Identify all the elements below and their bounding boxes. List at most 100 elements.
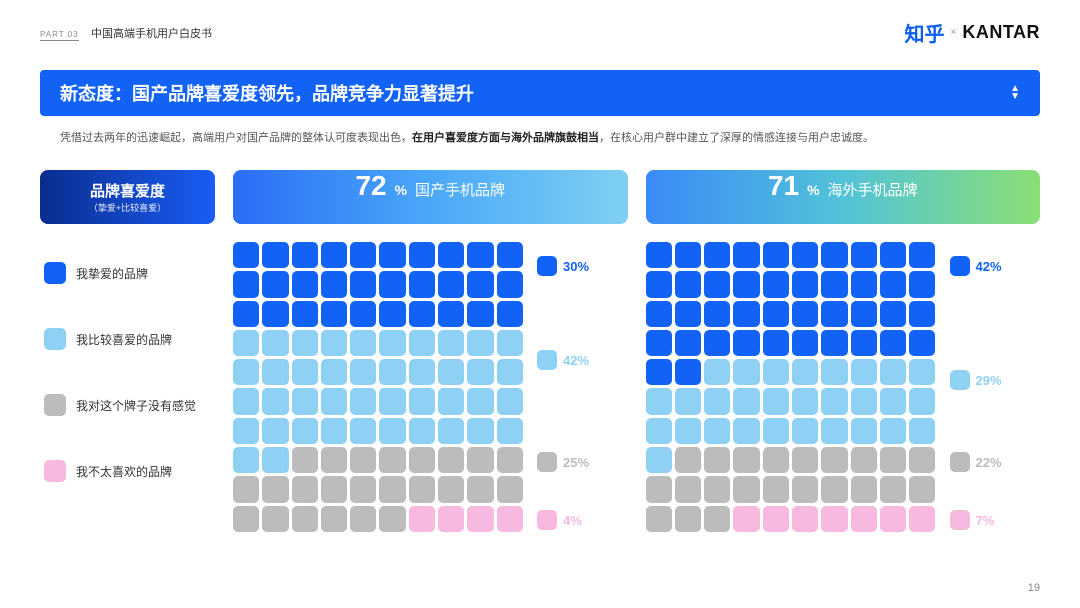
waffle-row: 42% 29% 22% 7%: [646, 242, 1041, 532]
waffle-cell: [763, 271, 789, 297]
waffle-cell: [675, 388, 701, 414]
subtitle-c: ，在核心用户群中建立了深厚的情感连接与用户忠诚度。: [599, 132, 874, 144]
waffle-cell: [880, 359, 906, 385]
waffle-cell: [704, 476, 730, 502]
waffle-cell: [292, 271, 318, 297]
part-label: PART 03: [40, 30, 79, 41]
waffle-cell: [467, 359, 493, 385]
waffle-cell: [880, 242, 906, 268]
waffle-cell: [733, 359, 759, 385]
waffle-cell: [292, 359, 318, 385]
waffle-cell: [438, 476, 464, 502]
chart-title: 国产手机品牌: [415, 179, 505, 200]
waffle-cell: [821, 242, 847, 268]
waffle-cell: [438, 271, 464, 297]
waffle-cell: [880, 418, 906, 444]
waffle-cell: [792, 271, 818, 297]
value-swatch: [537, 452, 557, 472]
chart-domestic: 72%国产手机品牌30%42%25%4%: [233, 170, 628, 578]
legend-item: 我比较喜爱的品牌: [44, 328, 215, 350]
legend-label: 我挚爱的品牌: [76, 265, 148, 282]
waffle-cell: [763, 301, 789, 327]
waffle-cell: [733, 301, 759, 327]
legend-swatch: [44, 460, 66, 482]
waffle-cell: [321, 301, 347, 327]
kantar-logo: KANTAR: [962, 22, 1040, 43]
waffle-cell: [262, 388, 288, 414]
waffle-cell: [497, 301, 523, 327]
chart-percent-symbol: %: [395, 182, 407, 198]
page-header: PART 03 中国高端手机用户白皮书 知乎 × KANTAR: [40, 18, 1040, 47]
waffle-cell: [350, 271, 376, 297]
waffle-cell: [350, 476, 376, 502]
waffle-cell: [497, 418, 523, 444]
legend-item: 我挚爱的品牌: [44, 262, 215, 284]
waffle-cell: [379, 301, 405, 327]
waffle-cell: [379, 242, 405, 268]
waffle-cell: [350, 418, 376, 444]
waffle-cell: [409, 447, 435, 473]
waffle-cell: [704, 301, 730, 327]
waffle-cell: [675, 242, 701, 268]
value-label: 42%: [976, 259, 1002, 274]
waffle-cell: [350, 359, 376, 385]
waffle-cell: [321, 418, 347, 444]
waffle-cell: [379, 359, 405, 385]
waffle-cell: [851, 418, 877, 444]
waffle-cell: [292, 330, 318, 356]
waffle-cell: [851, 476, 877, 502]
value-item: 7%: [950, 510, 995, 530]
waffle-cell: [821, 330, 847, 356]
legend-label: 我不太喜欢的品牌: [76, 463, 172, 480]
waffle-cell: [909, 359, 935, 385]
logo-separator: ×: [951, 27, 957, 38]
waffle-cell: [233, 271, 259, 297]
waffle-cell: [497, 359, 523, 385]
waffle-cell: [792, 418, 818, 444]
value-swatch: [537, 256, 557, 276]
waffle-cell: [704, 506, 730, 532]
waffle-cell: [704, 330, 730, 356]
section-title-bar: 新态度：国产品牌喜爱度领先，品牌竞争力显著提升 ▲▼: [40, 70, 1040, 116]
value-item: 30%: [537, 256, 589, 276]
waffle-cell: [438, 242, 464, 268]
value-swatch: [950, 452, 970, 472]
waffle-cell: [909, 447, 935, 473]
waffle-cell: [233, 418, 259, 444]
waffle-cell: [675, 476, 701, 502]
waffle-grid: [646, 242, 936, 532]
waffle-cell: [646, 506, 672, 532]
subtitle-b: 在用户喜爱度方面与海外品牌旗鼓相当: [412, 132, 599, 144]
waffle-cell: [821, 506, 847, 532]
waffle-cell: [851, 506, 877, 532]
waffle-cell: [909, 476, 935, 502]
value-swatch: [537, 510, 557, 530]
chart-header: 72%国产手机品牌: [233, 170, 628, 224]
waffle-cell: [675, 418, 701, 444]
value-label: 29%: [976, 373, 1002, 388]
waffle-cell: [704, 418, 730, 444]
waffle-cell: [733, 506, 759, 532]
waffle-cell: [792, 476, 818, 502]
waffle-cell: [379, 506, 405, 532]
waffle-cell: [379, 476, 405, 502]
waffle-cell: [646, 330, 672, 356]
waffle-cell: [467, 418, 493, 444]
waffle-cell: [438, 359, 464, 385]
waffle-cell: [675, 506, 701, 532]
waffle-cell: [763, 359, 789, 385]
waffle-cell: [292, 242, 318, 268]
value-column: 30%42%25%4%: [537, 242, 607, 532]
waffle-cell: [409, 301, 435, 327]
waffle-cell: [233, 301, 259, 327]
chart-percent-symbol: %: [807, 182, 819, 198]
chart-overseas: 71%海外手机品牌42%29%22%7%: [646, 170, 1041, 578]
value-label: 42%: [563, 353, 589, 368]
waffle-cell: [409, 506, 435, 532]
zhihu-logo: 知乎: [905, 18, 945, 47]
waffle-cell: [675, 301, 701, 327]
waffle-cell: [438, 447, 464, 473]
value-label: 22%: [976, 455, 1002, 470]
waffle-cell: [646, 271, 672, 297]
waffle-cell: [292, 301, 318, 327]
